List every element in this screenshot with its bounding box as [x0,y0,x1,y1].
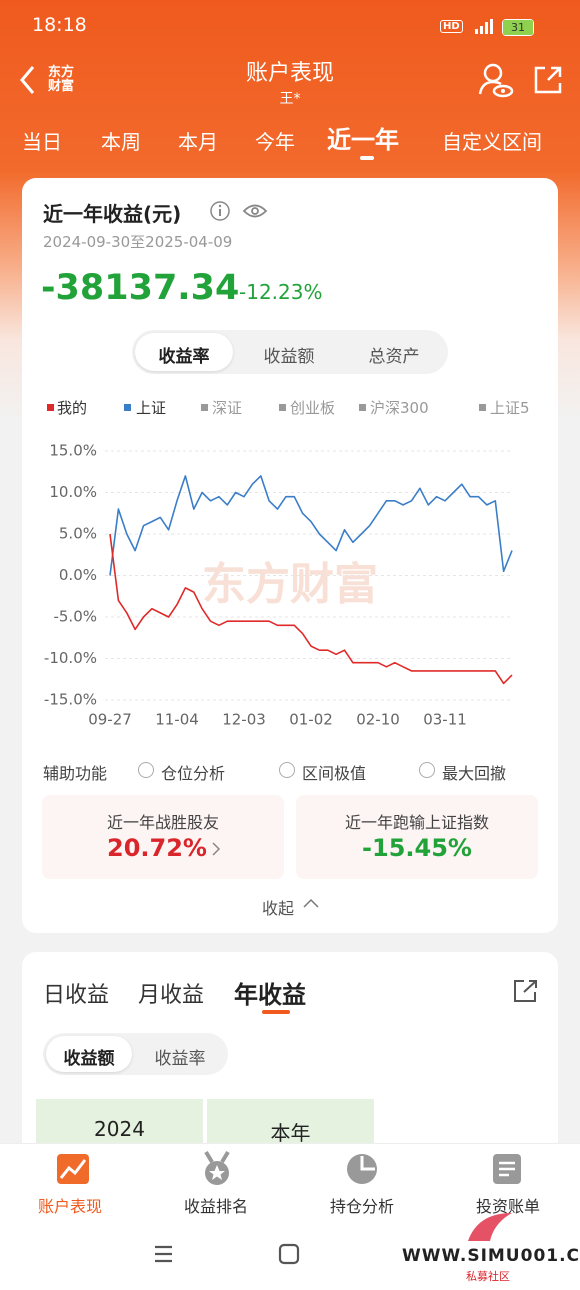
share-icon[interactable] [512,978,540,1004]
radio[interactable] [138,762,154,778]
nav-icon[interactable] [345,1152,379,1186]
tab[interactable]: 今年 [255,130,295,154]
share-icon[interactable] [532,64,564,96]
period-tab[interactable]: 月收益 [138,983,205,1008]
nav-label[interactable]: 收益排名 [183,1197,248,1216]
y-tick-label: 15.0% [49,442,97,460]
collapse-button[interactable]: 收起 [262,899,295,918]
legend-extra: 深证 创业板 沪深300 上证50 [0,395,530,421]
site-url: WWW.SIMU001.CN [402,1246,580,1266]
stat-label: 近一年战胜股友 [106,813,219,832]
legend-item[interactable]: 上证 [136,399,167,417]
chart: 东方财富 15.0% 10.0% 5.0% 0.0% -5.0% -10.0% -15.0% 0… [44,442,513,729]
user-name: 王* [279,91,301,107]
nav-icon[interactable] [491,1152,523,1186]
stat-value: -15.45% [362,834,472,862]
watermark: 东方财富 [202,559,378,610]
aux-label: 辅助功能 [43,764,108,783]
legend-item[interactable]: 深证 [212,399,243,417]
signal-icon [475,19,493,34]
period-tab[interactable]: 日收益 [43,983,110,1008]
stat-box [296,795,538,879]
radio[interactable] [419,762,435,778]
y-tick-label: -15.0% [44,691,97,709]
metric-active-bg [135,333,233,371]
page-title: 账户表现 [245,61,334,86]
legend-item[interactable]: 创业板 [290,399,336,417]
logo: 东方财富 [48,65,75,94]
x-tick-label: 03-11 [423,711,467,729]
y-tick-label: 0.0% [59,566,97,584]
x-tick-label: 12-03 [222,711,266,729]
metric-tab[interactable]: 收益率 [158,347,210,367]
nav-icon[interactable] [200,1150,234,1188]
radio[interactable] [279,762,295,778]
site-logo [468,1213,512,1241]
collapse-icon [303,898,319,908]
sub-tab[interactable]: 收益额 [63,1049,115,1069]
nav-label[interactable]: 持仓分析 [329,1197,394,1216]
system-nav[interactable] [150,1242,310,1268]
back-button[interactable] [18,64,38,96]
tab[interactable]: 本月 [178,130,218,154]
legend-item[interactable]: 我的 [57,399,88,417]
tab-indicator [360,156,374,160]
tab[interactable]: 自定义区间 [442,130,542,154]
y-tick-label: -5.0% [53,608,97,626]
series-line [109,475,513,576]
profit-amount: -38137.34 [41,268,240,308]
chevron [212,842,221,856]
x-tick-label: 02-10 [356,711,400,729]
x-tick-label: 11-04 [155,711,199,729]
battery-level: 31 [503,20,533,35]
x-tick-label: 09-27 [88,711,132,729]
hd-icon: HD [440,20,463,33]
date-range: 2024-09-30至2025-04-09 [43,233,233,251]
year-label: 2024 [94,1117,145,1141]
tab[interactable]: 本周 [101,130,141,154]
legend-swatch [47,404,54,411]
legend-swatch [124,404,131,411]
aux-option[interactable]: 最大回撤 [442,764,507,783]
aux-option[interactable]: 仓位分析 [161,764,226,783]
status-time: 18:18 [32,14,87,36]
year-label: 本年 [270,1121,311,1145]
tab[interactable]: 当日 [22,130,62,154]
legend-item[interactable]: 上证50 [490,399,530,417]
sub-active-bg [46,1036,132,1072]
series-line [109,533,513,685]
aux-option[interactable]: 区间极值 [302,764,367,783]
profit-percent: -12.23% [239,280,323,304]
profile-icon[interactable] [478,62,514,98]
summary-title: 近一年收益(元) [43,202,182,226]
metric-tab[interactable]: 收益额 [263,347,315,367]
sub-tab[interactable]: 收益率 [154,1049,206,1069]
site-name: 私募社区 [466,1270,510,1283]
nav-icon[interactable] [55,1152,91,1186]
x-tick-label: 01-02 [289,711,333,729]
battery: 31 [502,19,534,36]
nav-label-active[interactable]: 账户表现 [37,1197,102,1216]
tab-active[interactable]: 近一年 [327,126,399,154]
y-tick-label: 5.0% [59,525,97,543]
info-eye-icons[interactable] [208,199,272,223]
bottom-bar [0,1143,580,1290]
stat-label: 近一年跑输上证指数 [344,813,489,832]
period-indicator [262,1010,290,1014]
legend-item[interactable]: 沪深300 [370,399,429,417]
y-tick-label: -10.0% [44,649,97,667]
y-tick-label: 10.0% [49,483,97,501]
period-tab-active[interactable]: 年收益 [234,981,306,1009]
metric-tab[interactable]: 总资产 [368,347,420,367]
stat-value: 20.72% [107,834,207,862]
stat-box[interactable] [42,795,284,879]
nav-label[interactable]: 投资账单 [475,1197,540,1216]
